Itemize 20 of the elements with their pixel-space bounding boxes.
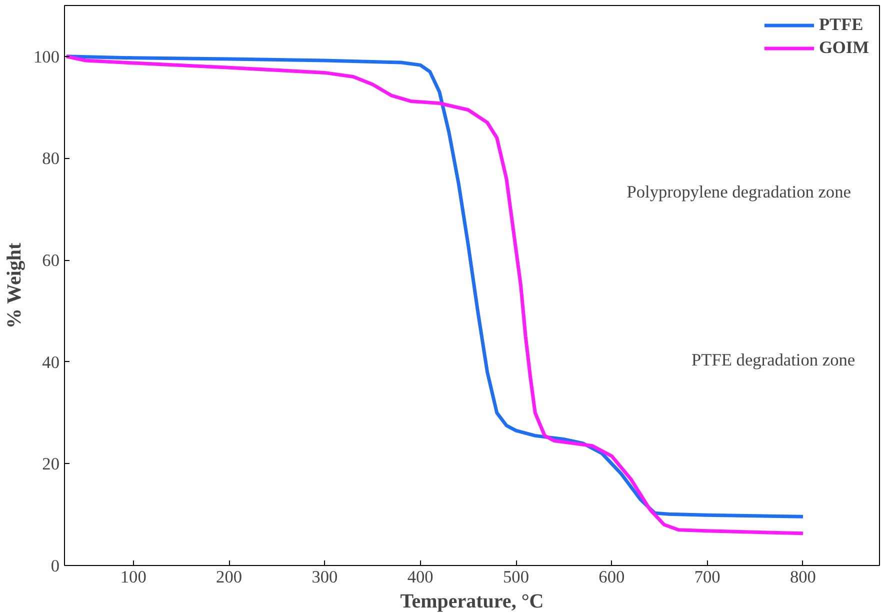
legend-label: PTFE: [818, 15, 864, 35]
y-tick-label: 100: [34, 47, 60, 66]
x-axis-title: Temperature, °C: [400, 590, 544, 612]
x-tick-label: 100: [120, 568, 146, 586]
legend-label: GOIM: [818, 38, 869, 58]
x-tick-label: 400: [407, 568, 434, 586]
annotation: PTFE degradation zone: [692, 350, 856, 370]
y-tick-label: 60: [42, 251, 60, 270]
y-tick-label: 0: [50, 556, 60, 576]
y-tick-label: 20: [42, 454, 60, 474]
x-tick-label: 700: [694, 568, 720, 586]
x-tick-label: 300: [312, 568, 338, 586]
x-tick-label: 600: [598, 568, 625, 586]
y-tick-label: 40: [42, 352, 60, 372]
y-axis-title: % Weight: [4, 242, 26, 329]
x-tick-label: 500: [503, 568, 530, 586]
x-tick-label: 800: [790, 568, 816, 586]
annotation: Polypropylene degradation zone: [626, 182, 852, 202]
y-tick-label: 80: [42, 149, 60, 168]
x-tick-label: 200: [216, 568, 242, 586]
